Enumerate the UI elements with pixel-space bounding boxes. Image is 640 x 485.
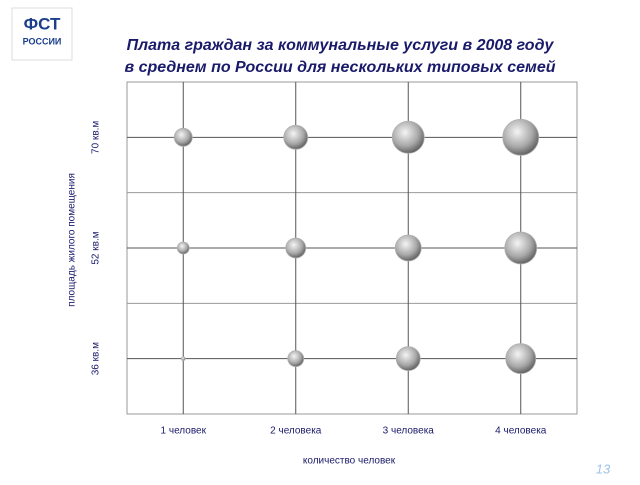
x-tick-label: 3 человека bbox=[383, 426, 435, 437]
logo-box bbox=[11, 7, 73, 61]
chart-title: Плата граждан за коммунальные услуги в 2… bbox=[127, 37, 555, 54]
coin-bubble bbox=[391, 120, 425, 154]
coin-bubble bbox=[504, 231, 538, 265]
chart-title: в среднем по России для нескольких типов… bbox=[124, 59, 555, 76]
coin-bubble bbox=[505, 343, 537, 375]
y-tick-label: 52 кв.м bbox=[91, 231, 102, 264]
x-tick-label: 1 человек bbox=[161, 426, 207, 437]
y-tick-label: 36 кв.м bbox=[91, 342, 102, 375]
coin-bubble bbox=[394, 234, 422, 262]
y-axis-label: площадь жилого помещения bbox=[67, 173, 78, 307]
logo-text: ФСТ bbox=[24, 14, 61, 33]
coin-bubble bbox=[287, 350, 305, 368]
coin-bubble bbox=[285, 237, 307, 259]
coin-bubble bbox=[173, 127, 193, 147]
coin-bubble bbox=[180, 356, 186, 362]
x-axis-label: количество человек bbox=[303, 456, 396, 467]
coin-bubble bbox=[395, 346, 421, 372]
coin-bubble bbox=[502, 118, 540, 156]
coin-bubble bbox=[176, 241, 190, 255]
coin-bubble bbox=[283, 124, 309, 150]
page-number: 13 bbox=[596, 461, 611, 476]
x-tick-label: 4 человека bbox=[495, 426, 547, 437]
logo-subtext: РОССИИ bbox=[23, 36, 62, 46]
x-tick-label: 2 человека bbox=[270, 426, 322, 437]
plot: 36 кв.м 52 кв.м 70 кв.м 1 человек 2 человека… bbox=[91, 82, 577, 437]
y-tick-label: 70 кв.м bbox=[91, 121, 102, 154]
